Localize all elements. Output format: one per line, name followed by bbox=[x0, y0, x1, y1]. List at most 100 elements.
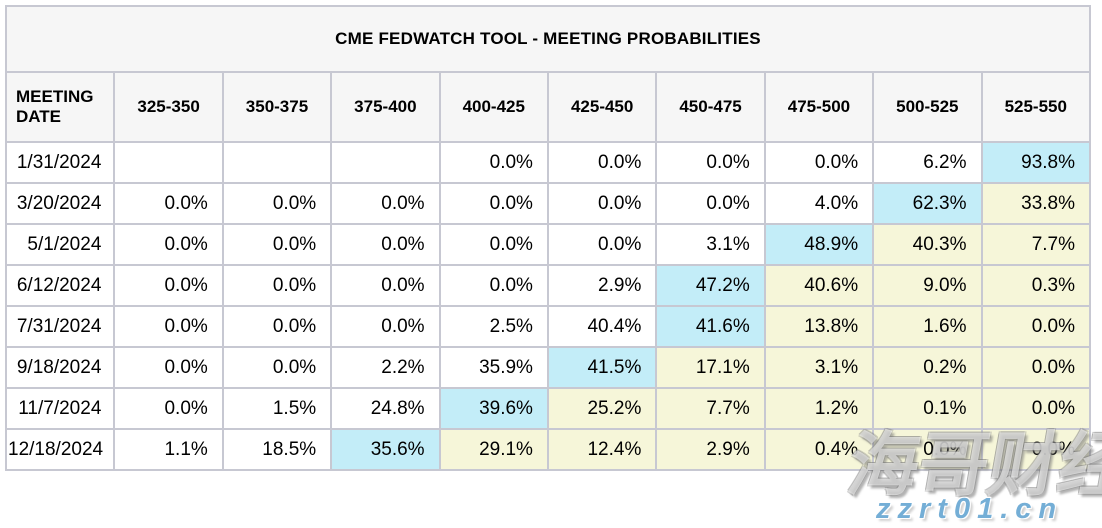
table-title: CME FEDWATCH TOOL - MEETING PROBABILITIE… bbox=[5, 5, 1091, 73]
table-row: 3/20/2024 0.0% 0.0% 0.0% 0.0% 0.0% 0.0% 4.0% 62.… bbox=[4, 182, 1092, 225]
probability-cell: 35.6% bbox=[330, 428, 441, 471]
probability-cell: 24.8% bbox=[330, 387, 441, 430]
probability-cell: 62.3% bbox=[872, 182, 983, 225]
probability-cell: 0.0% bbox=[438, 141, 549, 184]
probability-cell: 0.0% bbox=[980, 305, 1092, 348]
probability-cell: 0.0% bbox=[438, 223, 549, 266]
probability-cell: 0.0% bbox=[113, 346, 224, 389]
probability-cell: 0.0% bbox=[980, 346, 1092, 389]
meeting-date-cell: 1/31/2024 bbox=[4, 141, 116, 184]
column-header-rate-range: 500-525 bbox=[872, 71, 983, 143]
probability-cell: 0.0% bbox=[113, 182, 224, 225]
probability-cell: 3.1% bbox=[763, 346, 875, 389]
probability-cell: 0.0% bbox=[546, 182, 658, 225]
column-header-rate-range: 350-375 bbox=[221, 71, 333, 143]
probability-cell: 0.2% bbox=[872, 346, 983, 389]
title-row: CME FEDWATCH TOOL - MEETING PROBABILITIE… bbox=[5, 5, 1091, 73]
probability-cell: 0.4% bbox=[763, 428, 875, 471]
probability-cell: 0.0% bbox=[872, 428, 983, 471]
table-row: 7/31/2024 0.0% 0.0% 0.0% 2.5% 40.4% 41.6% 13.8%… bbox=[4, 305, 1092, 348]
probability-cell: 6.2% bbox=[872, 141, 983, 184]
meeting-date-cell: 7/31/2024 bbox=[4, 305, 116, 348]
table-row: 5/1/2024 0.0% 0.0% 0.0% 0.0% 0.0% 3.1% 48.9% 40.… bbox=[4, 223, 1092, 266]
column-header-meeting-date: MEETING DATE bbox=[4, 71, 116, 143]
probability-cell: 0.0% bbox=[221, 264, 333, 307]
probability-cell: 93.8% bbox=[980, 141, 1092, 184]
meeting-date-cell: 11/7/2024 bbox=[4, 387, 116, 430]
probability-cell: 1.2% bbox=[763, 387, 875, 430]
meeting-date-cell: 6/12/2024 bbox=[4, 264, 116, 307]
probability-cell bbox=[221, 141, 333, 184]
table-row: 11/7/2024 0.0% 1.5% 24.8% 39.6% 25.2% 7.7% 1.2%… bbox=[4, 387, 1092, 430]
probability-cell: 0.0% bbox=[221, 182, 333, 225]
probability-cell: 1.6% bbox=[872, 305, 983, 348]
probability-cell: 0.0% bbox=[113, 305, 224, 348]
probability-cell: 0.0% bbox=[980, 428, 1092, 471]
probability-cell: 7.7% bbox=[980, 223, 1092, 266]
probability-cell: 0.0% bbox=[655, 182, 766, 225]
probability-cell: 33.8% bbox=[980, 182, 1092, 225]
probability-cell: 47.2% bbox=[655, 264, 766, 307]
column-header-rate-range: 325-350 bbox=[113, 71, 224, 143]
probability-cell: 29.1% bbox=[438, 428, 549, 471]
probability-cell: 0.0% bbox=[221, 223, 333, 266]
probability-cell: 0.0% bbox=[330, 264, 441, 307]
column-header-row: MEETING DATE 325-350 350-375 375-400 400-42… bbox=[4, 71, 1092, 143]
table-row: 12/18/2024 1.1% 18.5% 35.6% 29.1% 12.4% 2.9% 0.… bbox=[4, 428, 1092, 471]
probability-cell bbox=[113, 141, 224, 184]
probability-cell bbox=[330, 141, 441, 184]
meeting-date-cell: 5/1/2024 bbox=[4, 223, 116, 266]
probability-cell: 0.0% bbox=[330, 182, 441, 225]
probability-cell: 0.0% bbox=[438, 264, 549, 307]
probability-cell: 2.5% bbox=[438, 305, 549, 348]
probability-cell: 0.0% bbox=[330, 223, 441, 266]
probability-cell: 0.0% bbox=[546, 223, 658, 266]
column-header-rate-range: 400-425 bbox=[438, 71, 549, 143]
probability-cell: 35.9% bbox=[438, 346, 549, 389]
fedwatch-probabilities-table: CME FEDWATCH TOOL - MEETING PROBABILITIE… bbox=[4, 5, 1092, 471]
probability-cell: 2.9% bbox=[655, 428, 766, 471]
probability-cell: 0.0% bbox=[113, 223, 224, 266]
probability-cell: 0.0% bbox=[546, 141, 658, 184]
meeting-date-cell: 3/20/2024 bbox=[4, 182, 116, 225]
probability-cell: 12.4% bbox=[546, 428, 658, 471]
probability-cell: 0.0% bbox=[763, 141, 875, 184]
probability-cell: 7.7% bbox=[655, 387, 766, 430]
table-row: 6/12/2024 0.0% 0.0% 0.0% 0.0% 2.9% 47.2% 40.6% 9… bbox=[4, 264, 1092, 307]
probability-cell: 39.6% bbox=[438, 387, 549, 430]
probability-cell: 18.5% bbox=[221, 428, 333, 471]
probability-cell: 0.0% bbox=[330, 305, 441, 348]
probability-cell: 0.0% bbox=[113, 264, 224, 307]
meeting-date-cell: 12/18/2024 bbox=[4, 428, 116, 471]
probability-cell: 41.6% bbox=[655, 305, 766, 348]
probability-cell: 48.9% bbox=[763, 223, 875, 266]
probability-cell: 25.2% bbox=[546, 387, 658, 430]
probability-cell: 40.4% bbox=[546, 305, 658, 348]
probability-cell: 0.0% bbox=[438, 182, 549, 225]
probability-cell: 0.0% bbox=[655, 141, 766, 184]
column-header-rate-range: 525-550 bbox=[980, 71, 1092, 143]
probability-cell: 3.1% bbox=[655, 223, 766, 266]
probability-cell: 17.1% bbox=[655, 346, 766, 389]
column-header-rate-range: 450-475 bbox=[655, 71, 766, 143]
probability-cell: 0.0% bbox=[221, 305, 333, 348]
probability-cell: 0.0% bbox=[221, 346, 333, 389]
probability-cell: 1.1% bbox=[113, 428, 224, 471]
probability-cell: 40.3% bbox=[872, 223, 983, 266]
probability-cell: 40.6% bbox=[763, 264, 875, 307]
table-body: 1/31/2024 0.0% 0.0% 0.0% 0.0% 6.2% 93.8% 3/20/2… bbox=[4, 141, 1092, 471]
probability-cell: 4.0% bbox=[763, 182, 875, 225]
watermark-domain-text: zzrt01.cn bbox=[876, 493, 1064, 525]
probability-cell: 1.5% bbox=[221, 387, 333, 430]
meeting-date-cell: 9/18/2024 bbox=[4, 346, 116, 389]
probability-cell: 2.2% bbox=[330, 346, 441, 389]
probability-cell: 9.0% bbox=[872, 264, 983, 307]
probability-cell: 0.0% bbox=[980, 387, 1092, 430]
column-header-rate-range: 375-400 bbox=[330, 71, 441, 143]
column-header-rate-range: 425-450 bbox=[546, 71, 658, 143]
probability-cell: 0.3% bbox=[980, 264, 1092, 307]
probability-cell: 0.1% bbox=[872, 387, 983, 430]
probability-cell: 41.5% bbox=[546, 346, 658, 389]
table-row: 9/18/2024 0.0% 0.0% 2.2% 35.9% 41.5% 17.1% 3.1%… bbox=[4, 346, 1092, 389]
probability-cell: 2.9% bbox=[546, 264, 658, 307]
